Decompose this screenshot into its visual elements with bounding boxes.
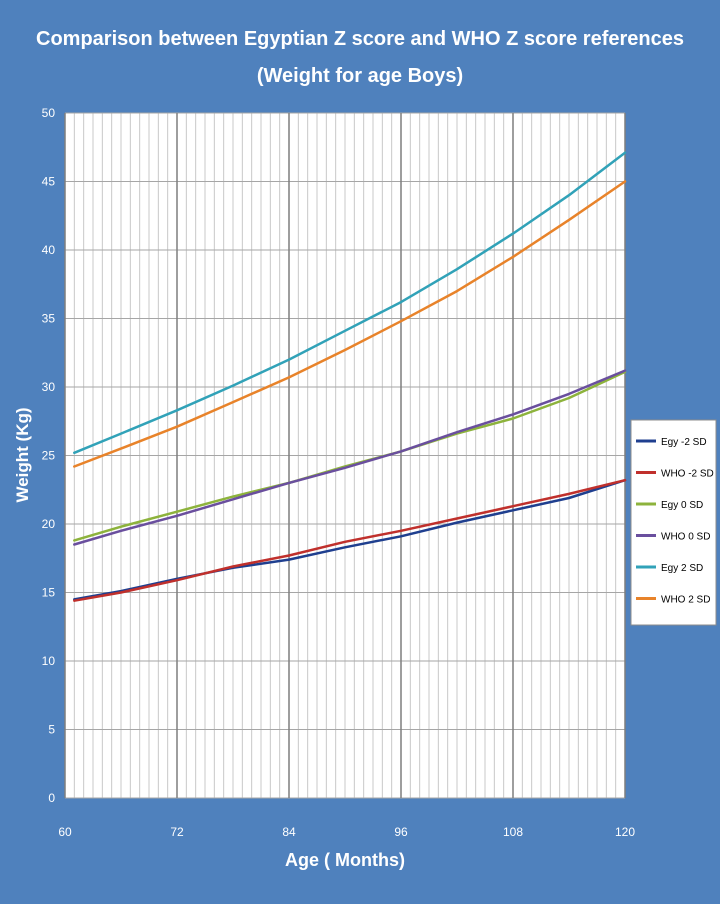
x-tick-label: 60 (58, 825, 72, 839)
series-line (73, 151, 627, 455)
series-line (73, 369, 627, 546)
x-tick-label: 72 (170, 825, 184, 839)
x-tick-label: 120 (615, 825, 635, 839)
y-tick-label: 45 (42, 175, 56, 189)
legend-label: WHO 2 SD (661, 595, 710, 606)
y-tick-label: 40 (42, 243, 56, 257)
x-tick-label: 84 (282, 825, 296, 839)
legend: Egy -2 SD WHO -2 SD Egy 0 SD WHO 0 SD Egy 2 … (630, 419, 717, 626)
legend-label: WHO 0 SD (661, 532, 710, 543)
y-tick-label: 15 (42, 586, 56, 600)
series-lines (73, 151, 627, 602)
chart-subtitle: (Weight for age Boys) (257, 65, 463, 87)
series-line (73, 180, 627, 468)
legend-label: Egy 0 SD (661, 500, 703, 511)
y-axis-title: Weight (Kg) (13, 407, 32, 502)
y-tick-label: 25 (42, 449, 56, 463)
legend-box (630, 419, 717, 626)
series-line (73, 478, 627, 602)
x-tick-label: 108 (503, 825, 523, 839)
y-tick-label: 0 (48, 791, 55, 805)
y-tick-label: 20 (42, 517, 56, 531)
y-axis-ticks: 0 5 10 15 20 25 30 35 40 45 50 (42, 106, 56, 805)
legend-label: Egy -2 SD (661, 437, 707, 448)
y-tick-label: 50 (42, 106, 56, 120)
grid (64, 112, 626, 799)
x-axis-title: Age ( Months) (285, 850, 405, 870)
y-tick-label: 5 (48, 723, 55, 737)
y-tick-label: 10 (42, 654, 56, 668)
series-line (73, 478, 627, 601)
x-axis-ticks: 60 72 84 96 108 120 (58, 825, 635, 839)
legend-label: WHO -2 SD (661, 469, 714, 480)
chart-title: Comparison between Egyptian Z score and … (36, 28, 684, 50)
y-tick-label: 35 (42, 312, 56, 326)
x-tick-label: 96 (394, 825, 408, 839)
legend-label: Egy 2 SD (661, 563, 703, 574)
y-tick-label: 30 (42, 380, 56, 394)
